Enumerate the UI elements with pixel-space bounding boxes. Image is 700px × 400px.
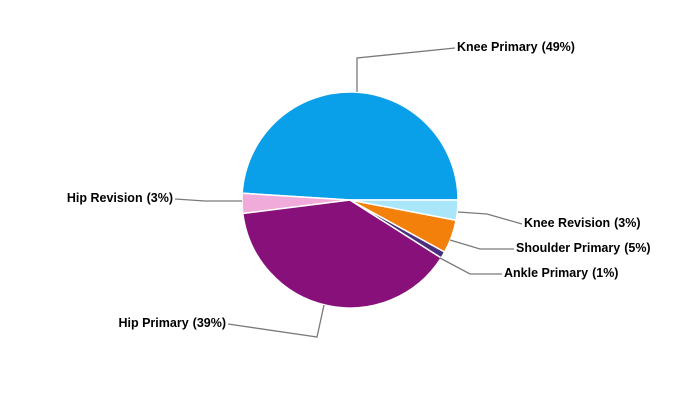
leader-line [174,198,242,202]
slice-label: Ankle Primary (1%) [504,266,618,280]
slice-label-value: (39%) [193,316,226,330]
slice-label: Knee Primary (49%) [457,40,575,54]
pie-slice [349,199,459,222]
leader-line [356,47,456,92]
leader-line [439,257,502,275]
slice-label: Hip Primary (39%) [118,316,226,330]
leader-line [227,304,325,338]
slice-label-value: (49%) [542,40,575,54]
slice-label-name: Knee Revision [524,216,610,230]
slice-label: Shoulder Primary (5%) [516,241,651,255]
slice-label-value: (3%) [147,191,173,205]
slice-label-value: (3%) [614,216,640,230]
pie-slice [241,91,459,201]
slice-label-name: Ankle Primary [504,266,588,280]
slice-label: Hip Revision (3%) [67,191,173,205]
slice-label-name: Hip Revision [67,191,143,205]
leader-line [457,211,523,225]
slice-label: Knee Revision (3%) [524,216,641,230]
slice-label-value: (1%) [592,266,618,280]
slice-label-name: Knee Primary [457,40,538,54]
slice-label-name: Hip Primary [118,316,188,330]
slice-label-name: Shoulder Primary [516,241,620,255]
leader-line [449,239,514,250]
slice-label-value: (5%) [624,241,650,255]
